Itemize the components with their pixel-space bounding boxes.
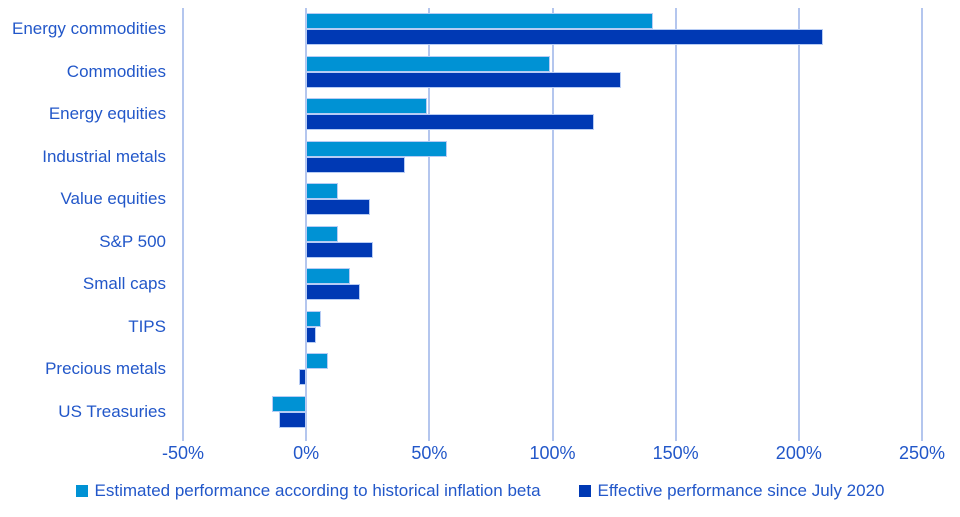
gridline	[182, 8, 184, 433]
bar-effective	[306, 199, 371, 215]
bar-row	[183, 221, 922, 264]
bar-effective	[306, 71, 622, 88]
category-label: Commodities	[66, 61, 166, 81]
tick-mark	[921, 433, 923, 441]
bar-estimated	[306, 353, 329, 369]
category-label: Energy equities	[48, 104, 166, 124]
legend-item: Effective performance since July 2020	[578, 481, 885, 501]
bar-row	[183, 136, 922, 179]
effective-series-swatch-icon	[578, 485, 591, 497]
bar-row	[183, 348, 922, 391]
x-axis: -50% 0% 50% 100% 150% 200% 250%	[162, 433, 945, 467]
bar-effective	[279, 411, 307, 428]
bar-estimated	[271, 395, 307, 412]
bar-estimated	[306, 98, 427, 114]
legend-label: Estimated performance according to histo…	[94, 481, 541, 500]
tick-mark	[674, 433, 677, 441]
tick-mark	[428, 433, 431, 441]
tick-label: -50%	[161, 443, 205, 463]
tick-mark	[182, 433, 184, 441]
bar-estimated	[306, 268, 351, 284]
legend: Estimated performance according to histo…	[0, 481, 960, 501]
tick-mark	[797, 433, 800, 441]
tick-label: 250%	[898, 443, 946, 463]
bar-estimated	[306, 55, 551, 72]
category-label: US Treasuries	[58, 401, 166, 421]
tick-label: 0%	[293, 443, 320, 463]
bar-estimated	[306, 13, 654, 29]
category-label: Value equities	[60, 189, 166, 209]
estimated-series-swatch-icon	[75, 485, 88, 497]
plot-area	[182, 8, 923, 434]
bar-effective	[306, 29, 824, 45]
tick-label: 50%	[411, 443, 448, 463]
bar-effective	[306, 114, 595, 130]
bar-estimated	[306, 310, 321, 327]
legend-label: Effective performance since July 2020	[597, 481, 885, 500]
bar-row	[183, 263, 922, 306]
legend-item: Estimated performance according to histo…	[75, 481, 541, 501]
bar-estimated	[306, 183, 339, 199]
bar-row	[183, 306, 922, 349]
zero-axis-gridline	[305, 8, 308, 433]
bar-effective	[306, 284, 361, 300]
tick-label: 200%	[775, 443, 822, 463]
category-label: Industrial metals	[42, 146, 166, 166]
category-label: TIPS	[128, 316, 166, 336]
tick-mark	[305, 433, 308, 441]
bar-row	[183, 93, 922, 136]
category-label: Energy commodities	[11, 19, 166, 39]
gridline	[551, 8, 554, 433]
tick-mark	[551, 433, 554, 441]
bar-row	[183, 51, 922, 94]
gridline	[921, 8, 923, 433]
bar-row	[183, 178, 922, 221]
category-label: S&P 500	[99, 231, 166, 251]
category-axis: Energy commodities Commodities Energy equi…	[0, 8, 172, 433]
category-label: Precious metals	[45, 359, 166, 379]
bar-row	[183, 391, 922, 434]
bar-effective	[306, 241, 373, 258]
bar-row	[183, 8, 922, 51]
category-label: Small caps	[82, 274, 166, 294]
bar-estimated	[306, 225, 339, 242]
bar-effective	[306, 326, 316, 343]
gridline	[428, 8, 431, 433]
tick-label: 100%	[529, 443, 576, 463]
gridline	[797, 8, 800, 433]
tick-label: 150%	[652, 443, 699, 463]
bar-effective	[306, 156, 405, 173]
bar-estimated	[306, 140, 447, 157]
bar-effective	[298, 369, 307, 385]
gridline	[674, 8, 677, 433]
